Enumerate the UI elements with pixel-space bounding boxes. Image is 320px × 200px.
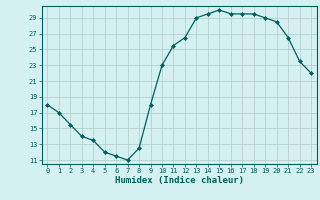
X-axis label: Humidex (Indice chaleur): Humidex (Indice chaleur) (115, 176, 244, 185)
